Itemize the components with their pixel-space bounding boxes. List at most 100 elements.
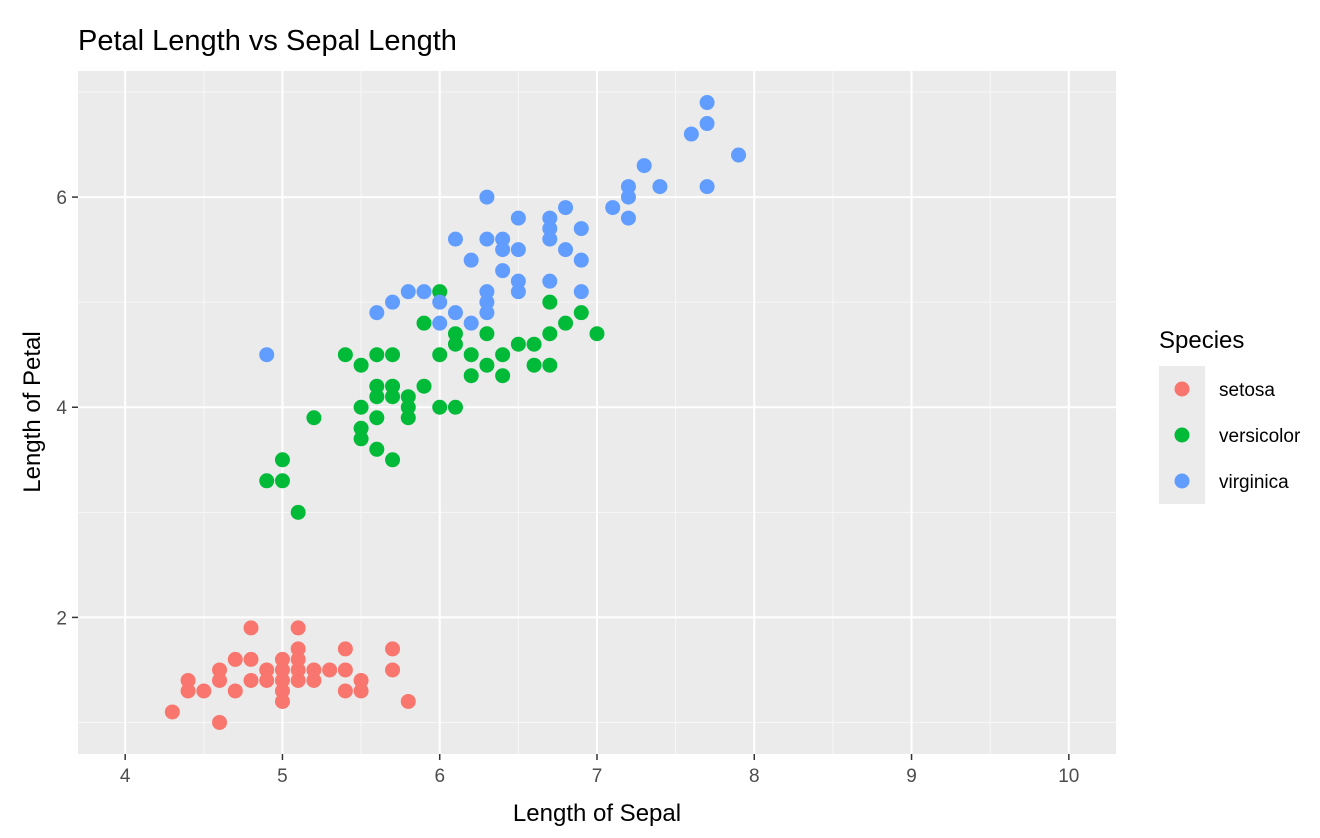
data-point-versicolor [400, 389, 416, 405]
y-tick-label: 6 [56, 188, 67, 209]
data-point-virginica [636, 158, 652, 174]
data-point-versicolor [353, 431, 369, 447]
data-point-setosa [212, 714, 228, 730]
data-point-versicolor [337, 347, 353, 363]
data-point-virginica [573, 284, 589, 300]
data-point-virginica [542, 273, 558, 289]
data-point-versicolor [290, 504, 306, 520]
data-point-virginica [731, 147, 747, 163]
data-point-versicolor [369, 347, 385, 363]
data-point-versicolor [369, 441, 385, 457]
data-point-versicolor [369, 389, 385, 405]
data-point-versicolor [542, 326, 558, 342]
data-point-setosa [259, 672, 275, 688]
data-point-setosa [290, 672, 306, 688]
y-axis-title: Length of Petal [19, 331, 46, 492]
data-point-setosa [259, 662, 275, 678]
data-point-setosa [385, 662, 401, 678]
data-point-versicolor [479, 357, 495, 373]
data-point-setosa [227, 651, 243, 667]
data-point-virginica [432, 294, 448, 310]
data-point-versicolor [400, 399, 416, 415]
legend-key-versicolor [1174, 427, 1190, 443]
data-point-setosa [353, 672, 369, 688]
data-point-versicolor [369, 410, 385, 426]
data-point-versicolor [526, 336, 542, 352]
data-point-setosa [337, 641, 353, 657]
data-point-versicolor [542, 357, 558, 373]
data-point-virginica [479, 189, 495, 205]
data-point-setosa [180, 672, 196, 688]
data-point-virginica [259, 347, 275, 363]
data-point-virginica [479, 231, 495, 247]
data-point-versicolor [432, 399, 448, 415]
y-tick-label: 4 [56, 398, 67, 419]
data-point-versicolor [353, 420, 369, 436]
data-point-versicolor [463, 347, 479, 363]
data-point-versicolor [353, 399, 369, 415]
data-point-virginica [620, 179, 636, 195]
data-point-virginica [400, 284, 416, 300]
data-point-versicolor [274, 473, 290, 489]
data-point-versicolor [526, 357, 542, 373]
legend-label-virginica: virginica [1219, 472, 1289, 493]
x-tick-label: 10 [1058, 766, 1079, 787]
data-point-versicolor [542, 294, 558, 310]
data-point-versicolor [274, 452, 290, 468]
legend-title: Species [1159, 327, 1244, 354]
data-point-setosa [243, 651, 259, 667]
data-point-versicolor [385, 347, 401, 363]
y-tick-label: 2 [56, 608, 67, 629]
data-point-setosa [243, 672, 259, 688]
data-point-versicolor [558, 315, 574, 331]
data-point-setosa [274, 672, 290, 688]
data-point-versicolor [416, 378, 432, 394]
x-tick-label: 4 [120, 766, 131, 787]
data-point-versicolor [306, 410, 322, 426]
data-point-virginica [479, 284, 495, 300]
data-point-virginica [573, 252, 589, 268]
data-point-setosa [290, 651, 306, 667]
data-point-virginica [699, 95, 715, 111]
data-point-setosa [306, 672, 322, 688]
data-point-setosa [290, 641, 306, 657]
axes: 4 5 6 7 8 9 10 2 4 6 [56, 188, 1079, 787]
data-point-virginica [447, 231, 463, 247]
data-point-setosa [337, 683, 353, 699]
legend-key-setosa [1174, 381, 1190, 397]
data-point-virginica [699, 179, 715, 195]
data-point-setosa [385, 641, 401, 657]
chart-title: Petal Length vs Sepal Length [78, 25, 457, 57]
data-point-virginica [620, 189, 636, 205]
data-point-versicolor [385, 389, 401, 405]
data-point-virginica [573, 221, 589, 237]
data-point-setosa [164, 704, 180, 720]
data-point-virginica [558, 200, 574, 216]
data-points [164, 95, 747, 730]
data-point-setosa [353, 683, 369, 699]
data-point-setosa [212, 672, 228, 688]
data-point-virginica [385, 294, 401, 310]
data-point-versicolor [447, 336, 463, 352]
data-point-setosa [274, 683, 290, 699]
data-point-virginica [510, 273, 526, 289]
data-point-setosa [322, 662, 338, 678]
data-point-versicolor [495, 347, 511, 363]
data-point-virginica [479, 294, 495, 310]
data-point-versicolor [432, 347, 448, 363]
gridlines [78, 71, 1116, 754]
data-point-virginica [683, 126, 699, 142]
data-point-virginica [495, 263, 511, 279]
data-point-virginica [510, 210, 526, 226]
data-point-setosa [212, 662, 228, 678]
data-point-versicolor [385, 452, 401, 468]
data-point-setosa [196, 683, 212, 699]
data-point-setosa [180, 683, 196, 699]
data-point-setosa [400, 693, 416, 709]
data-point-versicolor [353, 357, 369, 373]
x-tick-label: 9 [906, 766, 917, 787]
data-point-versicolor [463, 368, 479, 384]
data-point-virginica [605, 200, 621, 216]
data-point-versicolor [495, 368, 511, 384]
